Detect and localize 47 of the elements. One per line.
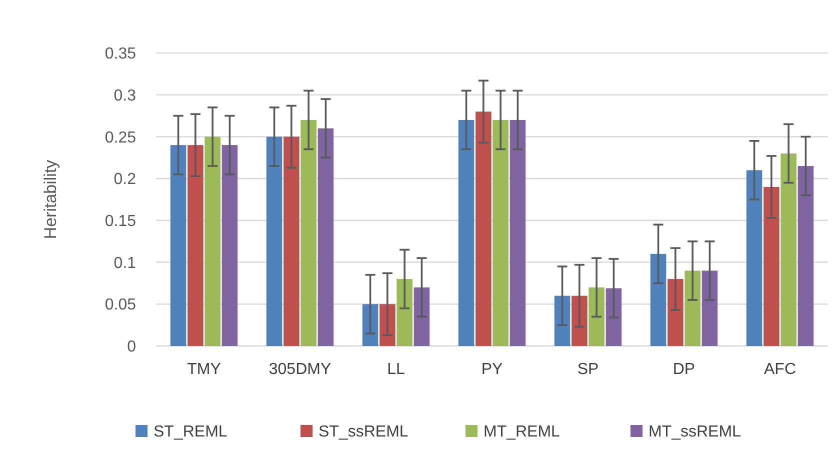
y-tick-label: 0 <box>127 338 136 356</box>
bar <box>780 153 796 346</box>
bar <box>396 279 412 346</box>
bar <box>266 136 282 346</box>
y-tick-label: 0.1 <box>114 254 136 272</box>
legend-label: ST_ssREML <box>318 424 408 441</box>
bar <box>606 288 622 346</box>
x-tick-label: LL <box>387 361 405 378</box>
bar <box>476 112 492 346</box>
y-tick-label: 0.3 <box>114 87 136 104</box>
bar <box>702 270 718 346</box>
bar <box>300 120 316 346</box>
legend-label: MT_ssREML <box>648 424 742 441</box>
bar <box>170 145 186 346</box>
bar <box>362 304 378 346</box>
x-tick-label: DP <box>672 361 696 378</box>
bar <box>764 186 780 346</box>
y-tick-label: 0.15 <box>104 213 136 230</box>
bar <box>554 296 570 346</box>
y-tick-label: 0.35 <box>104 46 136 63</box>
x-tick-label: TMY <box>187 361 222 378</box>
y-axis-title: Heritability <box>41 159 60 240</box>
y-tick-label: 0.2 <box>114 171 136 188</box>
x-tick-label: 305DMY <box>268 361 332 378</box>
bar <box>668 279 684 346</box>
bar <box>284 136 300 346</box>
bar <box>222 145 238 346</box>
bar <box>492 120 508 346</box>
y-tick-label: 0.05 <box>104 296 136 314</box>
bar <box>188 145 204 346</box>
legend-label: ST_REML <box>154 424 228 441</box>
bar <box>684 270 700 346</box>
bar <box>572 296 588 346</box>
bar <box>414 287 430 346</box>
bar <box>510 120 526 346</box>
bar <box>318 128 334 346</box>
y-tick-label: 0.25 <box>104 129 136 146</box>
bar <box>458 120 474 346</box>
bar <box>650 254 666 346</box>
bar <box>204 136 220 346</box>
x-tick-label: SP <box>577 361 599 378</box>
bar <box>798 166 814 346</box>
x-tick-label: PY <box>481 361 503 378</box>
bar <box>746 170 762 346</box>
bar <box>588 287 604 346</box>
legend-label: MT_REML <box>484 424 560 441</box>
x-tick-label: AFC <box>764 361 796 378</box>
